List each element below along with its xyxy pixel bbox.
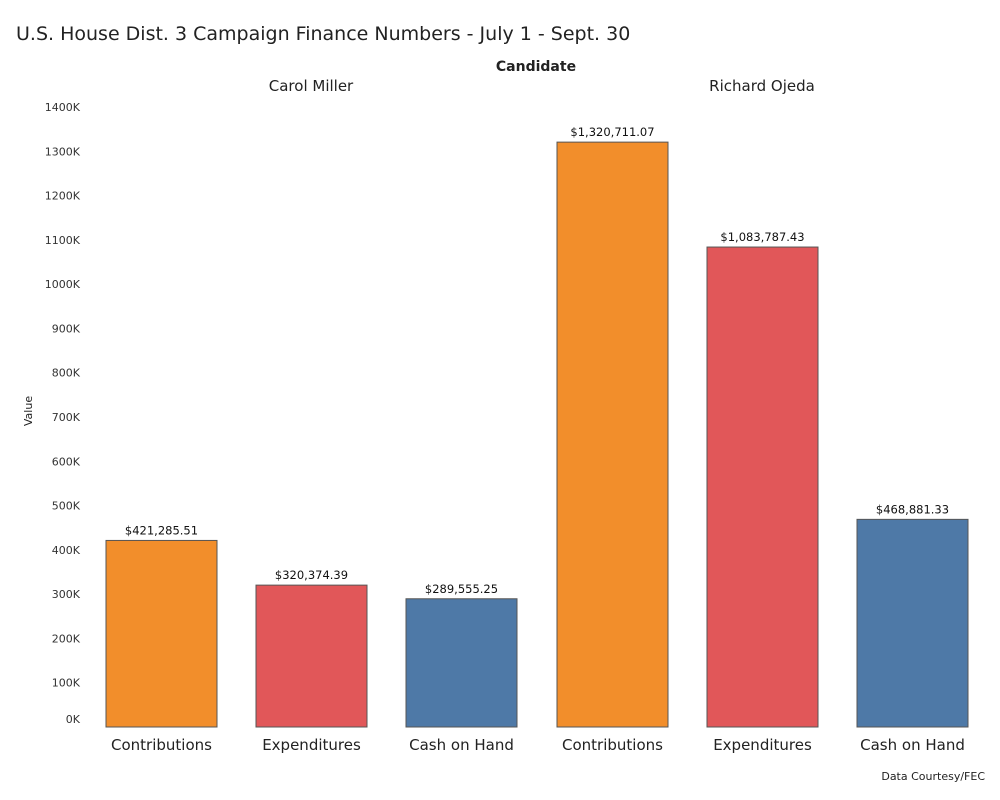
- bar: [856, 518, 969, 728]
- y-tick-label: 100K: [52, 677, 81, 690]
- group-label: Richard Ojeda: [709, 77, 815, 95]
- bar: [105, 539, 218, 728]
- y-tick-label: 1000K: [45, 278, 81, 291]
- y-tick-label: 600K: [52, 455, 81, 468]
- x-axis: Contributions Expenditures Cash on Hand Con…: [111, 736, 965, 754]
- data-labels: $421,285.51 $320,374.39 $289,555.25 $1,320,…: [125, 125, 949, 596]
- category-label: Cash on Hand: [860, 736, 965, 754]
- chart-title: U.S. House Dist. 3 Campaign Finance Numb…: [16, 23, 630, 45]
- data-label: $1,083,787.43: [720, 230, 804, 244]
- y-axis: 0K 100K 200K 300K 400K 500K 600K 700K 800K 900K 10…: [45, 101, 81, 726]
- category-label: Expenditures: [713, 736, 812, 754]
- category-label: Cash on Hand: [409, 736, 514, 754]
- category-label: Contributions: [562, 736, 663, 754]
- bar: [405, 598, 518, 728]
- y-tick-label: 400K: [52, 544, 81, 557]
- y-tick-label: 1200K: [45, 190, 81, 203]
- y-tick-label: 500K: [52, 500, 81, 513]
- y-tick-label: 300K: [52, 588, 81, 601]
- y-tick-label: 1400K: [45, 101, 81, 114]
- y-tick-label: 800K: [52, 367, 81, 380]
- y-tick-label: 0K: [66, 713, 81, 726]
- bar: [706, 246, 819, 728]
- y-axis-label: Value: [22, 396, 35, 426]
- category-label: Contributions: [111, 736, 212, 754]
- y-tick-label: 700K: [52, 411, 81, 424]
- y-tick-label: 900K: [52, 322, 81, 335]
- source-note: Data Courtesy/FEC: [881, 770, 985, 783]
- category-label: Expenditures: [262, 736, 361, 754]
- column-header: Candidate: [496, 59, 576, 75]
- data-label: $1,320,711.07: [570, 125, 654, 139]
- y-tick-label: 1100K: [45, 234, 81, 247]
- bars: [105, 141, 969, 728]
- bar: [255, 584, 368, 728]
- data-label: $289,555.25: [425, 582, 498, 596]
- group-labels: Carol Miller Richard Ojeda: [269, 77, 815, 95]
- data-label: $421,285.51: [125, 523, 198, 537]
- data-label: $320,374.39: [275, 568, 348, 582]
- data-label: $468,881.33: [876, 502, 949, 516]
- bar: [556, 141, 669, 728]
- group-label: Carol Miller: [269, 77, 354, 95]
- y-tick-label: 1300K: [45, 145, 81, 158]
- y-tick-label: 200K: [52, 632, 81, 645]
